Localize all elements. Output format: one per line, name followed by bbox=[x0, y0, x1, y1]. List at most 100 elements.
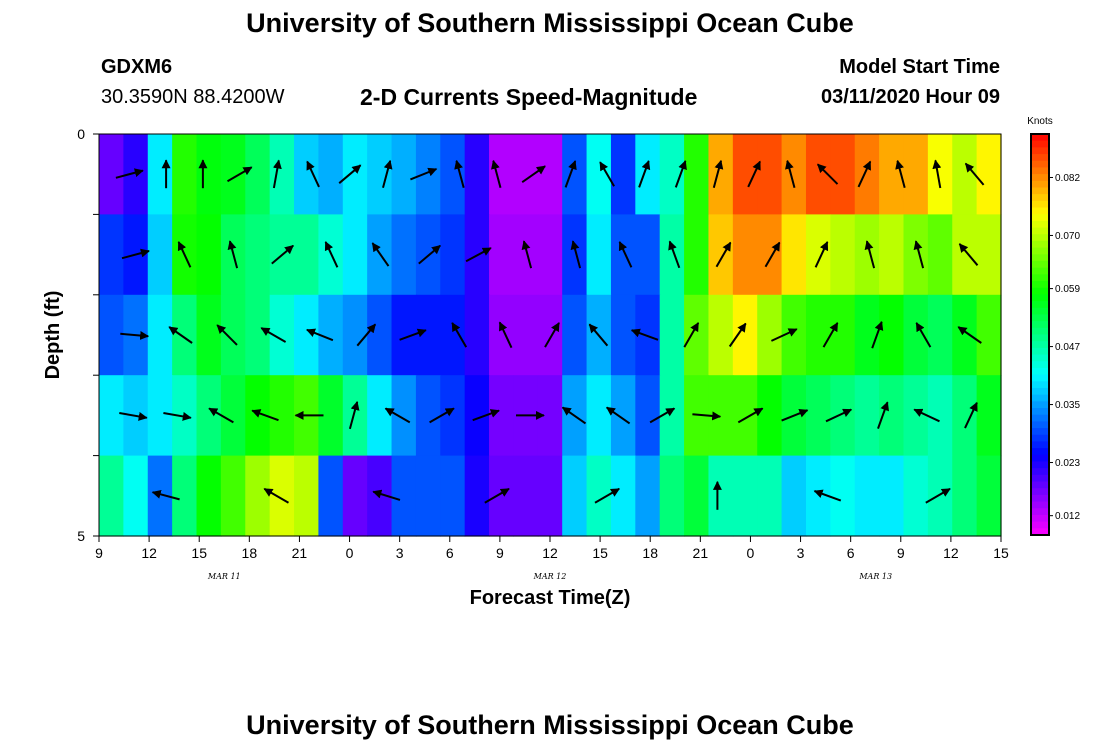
current-arrow bbox=[115, 168, 144, 179]
colorbar-swatch bbox=[1031, 301, 1049, 309]
heatmap-cell bbox=[489, 214, 515, 296]
heatmap-cell bbox=[123, 455, 149, 537]
heatmap-cell bbox=[830, 375, 856, 457]
heatmap-cell bbox=[294, 455, 320, 537]
heatmap-cell bbox=[708, 214, 734, 296]
heatmap-cell bbox=[415, 294, 441, 376]
heatmap-cell bbox=[415, 375, 441, 457]
colorbar-swatch bbox=[1031, 207, 1049, 215]
current-arrow bbox=[564, 160, 577, 188]
heatmap-cell bbox=[562, 134, 588, 215]
heatmap-cell bbox=[391, 214, 417, 296]
axes: 9 12 15 18 21 0 3 6 9 12 15 18 21 0 3 6 9 12 15 MAR 11 MAR 1… bbox=[77, 126, 1009, 581]
heatmap-cell bbox=[879, 455, 905, 537]
colorbar-swatch bbox=[1031, 454, 1049, 463]
heatmap-cell bbox=[879, 294, 905, 376]
model-start-label: Model Start Time bbox=[839, 56, 1000, 78]
heatmap-cell bbox=[830, 214, 856, 296]
x-tick-label: 12 bbox=[141, 545, 157, 561]
colorbar-tick-label: 0.070 bbox=[1055, 231, 1080, 242]
footer-title: University of Southern Mississippi Ocean… bbox=[246, 710, 854, 740]
heatmap-cell bbox=[976, 455, 1002, 537]
x-tick-label: 15 bbox=[993, 545, 1009, 561]
current-arrow bbox=[338, 164, 362, 184]
heatmap-cell bbox=[220, 294, 246, 376]
current-arrow bbox=[964, 162, 985, 186]
current-arrow bbox=[271, 244, 294, 265]
x-tick-label: 3 bbox=[797, 545, 805, 561]
heatmap-cell bbox=[245, 214, 271, 296]
colorbar-swatch bbox=[1031, 180, 1049, 189]
current-arrow bbox=[151, 489, 180, 501]
current-arrow bbox=[781, 409, 809, 422]
x-tick-label: 9 bbox=[897, 545, 905, 561]
heatmap-cell bbox=[342, 455, 368, 537]
heatmap-cell bbox=[708, 294, 734, 376]
colorbar-swatch bbox=[1031, 281, 1049, 289]
current-arrow bbox=[649, 407, 676, 424]
colorbar-swatch bbox=[1031, 194, 1049, 202]
current-arrow bbox=[472, 409, 500, 422]
current-arrow bbox=[251, 409, 279, 422]
heatmap-cell bbox=[245, 134, 271, 215]
current-arrow bbox=[226, 166, 253, 183]
heatmap-cell bbox=[318, 134, 344, 215]
heatmap-cell bbox=[684, 214, 710, 296]
heatmap-cell bbox=[830, 455, 856, 537]
colorbar-tick-label: 0.012 bbox=[1055, 511, 1080, 522]
heatmap-cell bbox=[269, 134, 295, 215]
colorbar-swatch bbox=[1031, 314, 1049, 322]
heatmap-cell bbox=[708, 455, 734, 537]
colorbar-swatch bbox=[1031, 501, 1049, 509]
heatmap-cell bbox=[464, 455, 490, 537]
current-arrow bbox=[384, 407, 411, 424]
heatmap-cell bbox=[440, 455, 466, 537]
heatmap-cell bbox=[464, 294, 490, 376]
current-arrow bbox=[825, 408, 853, 423]
colorbar-tick-label: 0.082 bbox=[1055, 173, 1080, 184]
chart-subtitle: 2-D Currents Speed-Magnitude bbox=[360, 84, 698, 110]
colorbar: Knots 0.082 0.070 0.059 0.047 0.035 0.023 0.012 bbox=[1027, 116, 1080, 536]
colorbar-swatch bbox=[1031, 187, 1049, 195]
current-arrow bbox=[630, 328, 659, 341]
current-arrow bbox=[813, 489, 842, 502]
heatmap-cell bbox=[976, 134, 1002, 215]
heatmap-cell bbox=[294, 214, 320, 296]
heatmap-cell bbox=[342, 214, 368, 296]
heatmap-cell bbox=[147, 375, 173, 457]
colorbar-swatch bbox=[1031, 334, 1049, 342]
heatmap-cell bbox=[757, 214, 783, 296]
colorbar-swatch bbox=[1031, 401, 1049, 409]
heatmap-cell bbox=[659, 455, 685, 537]
current-arrow bbox=[410, 167, 438, 181]
heatmap-cell bbox=[513, 455, 539, 537]
heatmap-cell bbox=[415, 455, 441, 537]
x-tick-label: 12 bbox=[542, 545, 558, 561]
current-arrow bbox=[857, 160, 872, 188]
colorbar-swatch bbox=[1031, 234, 1049, 242]
colorbar-swatch bbox=[1031, 214, 1049, 222]
current-arrow bbox=[770, 328, 798, 342]
heatmap-cell bbox=[952, 455, 978, 537]
current-arrow bbox=[429, 407, 455, 424]
heatmap-cell bbox=[854, 455, 880, 537]
heatmap-cell bbox=[854, 214, 880, 296]
heatmap-cell bbox=[489, 134, 515, 215]
x-tick-label: 21 bbox=[693, 545, 709, 561]
x-tick-label: 6 bbox=[847, 545, 855, 561]
heatmap-cell bbox=[440, 214, 466, 296]
colorbar-swatch bbox=[1031, 394, 1049, 402]
current-arrow bbox=[877, 401, 889, 429]
current-arrow bbox=[227, 240, 239, 269]
x-tick-label: 21 bbox=[292, 545, 308, 561]
current-arrow bbox=[588, 323, 609, 347]
colorbar-swatch bbox=[1031, 448, 1049, 456]
current-arrow bbox=[728, 322, 747, 348]
colorbar-swatch bbox=[1031, 347, 1049, 356]
colorbar-swatch bbox=[1031, 140, 1049, 148]
y-tick-label: 0 bbox=[77, 126, 85, 142]
heatmap-cell bbox=[952, 375, 978, 457]
x-tick-label: 9 bbox=[95, 545, 103, 561]
colorbar-swatch bbox=[1031, 508, 1049, 516]
